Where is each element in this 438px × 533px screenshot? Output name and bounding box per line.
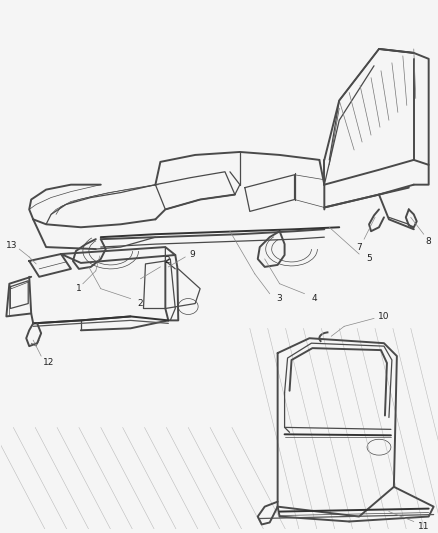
Text: 4: 4 bbox=[311, 294, 317, 303]
Text: 2: 2 bbox=[138, 299, 143, 308]
Text: 10: 10 bbox=[378, 312, 389, 321]
Text: 8: 8 bbox=[425, 237, 431, 246]
Text: 12: 12 bbox=[43, 359, 55, 367]
Text: 5: 5 bbox=[365, 254, 371, 263]
Text: 11: 11 bbox=[417, 522, 428, 531]
Text: 3: 3 bbox=[276, 294, 282, 303]
Text: 9: 9 bbox=[189, 249, 194, 259]
Text: 2: 2 bbox=[164, 256, 170, 265]
Text: 7: 7 bbox=[355, 243, 361, 252]
Text: 1: 1 bbox=[76, 284, 81, 293]
Text: 13: 13 bbox=[6, 240, 17, 249]
